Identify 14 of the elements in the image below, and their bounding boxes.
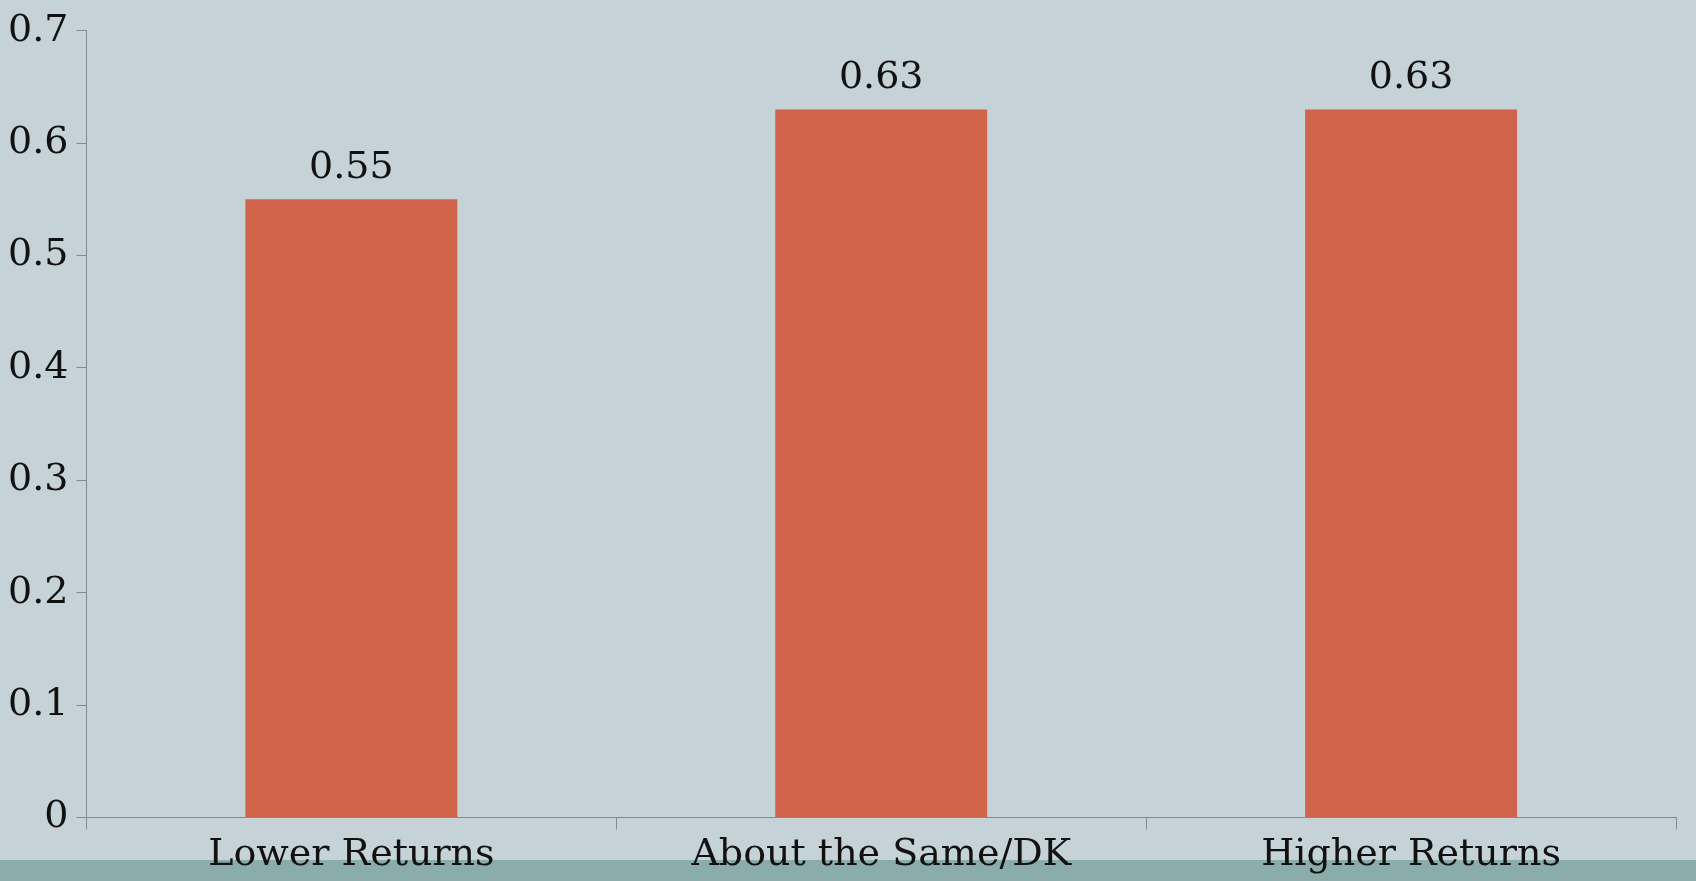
x-tick-label: Higher Returns	[1261, 830, 1561, 875]
data-label: 0.55	[309, 143, 394, 188]
y-tick-label: 0.3	[8, 455, 69, 500]
data-label: 0.63	[838, 53, 924, 98]
y-tick-label: 0	[44, 792, 69, 837]
y-tick-label: 0.7	[8, 5, 69, 50]
y-tick-label: 0.1	[8, 679, 69, 724]
y-tick-label: 0.5	[8, 230, 69, 275]
y-tick-label: 0.2	[8, 567, 69, 612]
y-tick-label: 0.6	[8, 118, 69, 163]
data-label: 0.63	[1368, 53, 1454, 98]
x-tick-label: Lower Returns	[208, 830, 495, 875]
y-tick-label: 0.4	[8, 342, 69, 387]
x-tick-label: About the Same/DK	[690, 830, 1072, 875]
